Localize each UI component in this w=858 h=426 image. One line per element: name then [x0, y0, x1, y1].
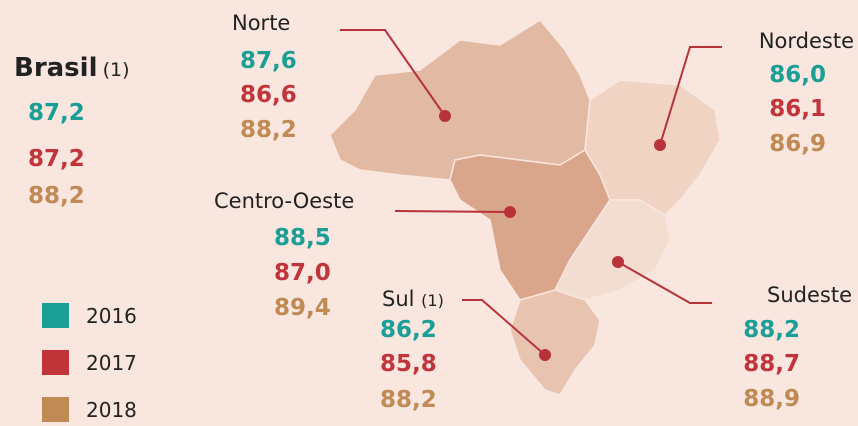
region-value: 88,5 — [274, 225, 331, 251]
legend-swatch — [42, 350, 69, 375]
region-value: 88,2 — [240, 117, 297, 143]
legend-swatch — [42, 397, 69, 422]
region-name: Norte — [232, 11, 290, 35]
dot — [504, 206, 516, 218]
region-label: Sul (1) — [382, 287, 444, 311]
region-value: 88,7 — [743, 351, 800, 377]
leader-line — [659, 46, 722, 146]
leader-line — [617, 261, 712, 304]
region-label: Centro-Oeste — [214, 189, 354, 213]
leader-line — [462, 299, 546, 356]
dot — [439, 110, 451, 122]
labels: Brasil (1) 87,2 87,2 88,2 Norte 87,6 86,6 88,2… — [14, 11, 854, 422]
region-value: 86,0 — [769, 62, 826, 88]
region-note: (1) — [421, 291, 444, 310]
national-note: (1) — [103, 59, 130, 81]
national-label: Brasil (1) — [14, 53, 130, 83]
national-value: 87,2 — [28, 100, 85, 126]
region-value: 88,2 — [743, 317, 800, 343]
legend-label: 2017 — [86, 351, 137, 375]
region-sul — [509, 289, 601, 396]
region-label: Norte — [232, 11, 290, 35]
dot — [612, 256, 624, 268]
legend-label: 2018 — [86, 398, 137, 422]
dot — [654, 139, 666, 151]
region-name: Sudeste — [767, 283, 852, 307]
region-label: Nordeste — [759, 29, 854, 53]
dot — [539, 349, 551, 361]
national-value: 87,2 — [28, 146, 85, 172]
region-name: Centro-Oeste — [214, 189, 354, 213]
region-label: Sudeste — [767, 283, 852, 307]
region-value: 88,2 — [380, 387, 437, 413]
legend-swatch — [42, 303, 69, 328]
region-value: 86,9 — [769, 131, 826, 157]
leader-line — [394, 210, 511, 213]
region-value: 89,4 — [274, 295, 331, 321]
region-value: 85,8 — [380, 351, 437, 377]
national-value: 88,2 — [28, 183, 85, 209]
leader-line — [340, 29, 446, 117]
legend-label: 2016 — [86, 304, 137, 328]
region-value: 86,6 — [240, 82, 297, 108]
region-value: 87,6 — [240, 48, 297, 74]
leaders — [340, 29, 722, 361]
region-value: 86,1 — [769, 96, 826, 122]
region-name: Nordeste — [759, 29, 854, 53]
national-name: Brasil — [14, 53, 97, 83]
region-value: 87,0 — [274, 260, 331, 286]
region-name: Sul — [382, 287, 414, 311]
region-value: 86,2 — [380, 317, 437, 343]
region-value: 88,9 — [743, 386, 800, 412]
